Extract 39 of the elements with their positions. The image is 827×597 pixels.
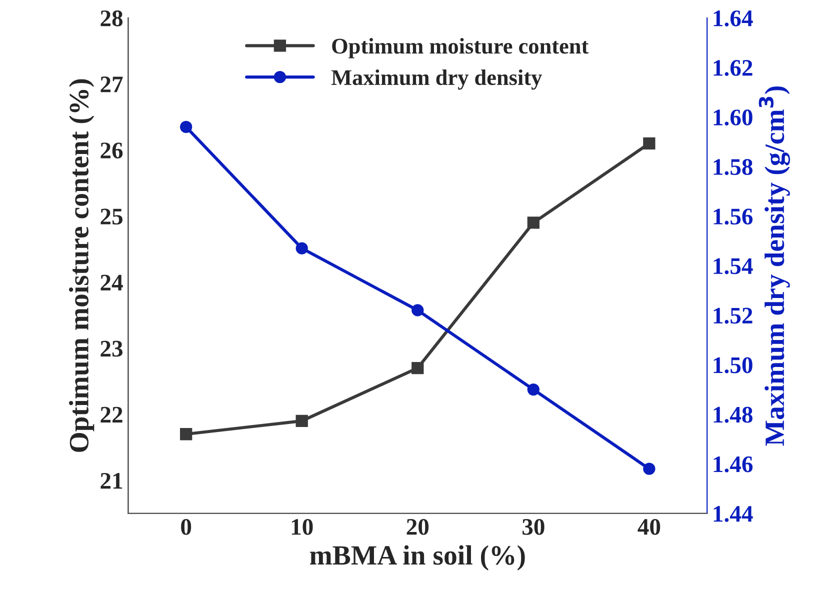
y2-tick-label: 1.54: [714, 258, 753, 274]
legend-label: Optimum moisture content: [332, 38, 589, 58]
point: [412, 304, 424, 316]
x-tick-label: 10: [292, 518, 313, 535]
y2-tick-label: 1.60: [714, 110, 752, 126]
x-tick-label: 0: [181, 518, 192, 535]
point: [296, 242, 308, 254]
point: [412, 362, 424, 374]
y2-tick-label: 1.62: [714, 60, 752, 76]
x-tick-label: 40: [638, 518, 660, 535]
y-tick-label: 25: [100, 208, 122, 225]
y-tick-label: 22: [100, 406, 122, 423]
y2-tick-label: 1.44: [714, 506, 753, 522]
y2-tick-label: 1.56: [714, 208, 753, 225]
point: [527, 383, 540, 396]
point: [643, 462, 656, 475]
y2-tick-label: 1.64: [714, 10, 753, 26]
y2-tick-label: 1.50: [714, 357, 752, 374]
y2-tick-label: 1.48: [714, 406, 752, 423]
y-tick-label: 28: [100, 10, 123, 26]
x-tick-label: 30: [522, 518, 544, 535]
point: [527, 216, 540, 229]
y-tick-label: 21: [100, 472, 122, 489]
y2-tick-label: 1.52: [714, 308, 752, 324]
x-axis-title: mBMA in soil (%): [310, 545, 525, 570]
point: [643, 137, 656, 150]
legend-label: Maximum dry density: [331, 69, 542, 90]
y2-tick-label: 1.46: [714, 456, 753, 472]
y2-axis-title: Maximum dry density (g/cm$^{3}$): [758, 86, 790, 446]
y-axis-title: Optimum moisture content (%): [68, 79, 94, 452]
point: [180, 428, 192, 440]
y-tick-label: 26: [100, 142, 123, 158]
point: [180, 120, 192, 133]
y-tick-label: 27: [100, 76, 123, 92]
point: [296, 414, 308, 427]
y-tick-label: 24: [100, 274, 123, 290]
y2-tick-label: 1.58: [714, 159, 752, 176]
y-tick-label: 23: [100, 340, 123, 357]
x-tick-label: 20: [406, 518, 429, 535]
